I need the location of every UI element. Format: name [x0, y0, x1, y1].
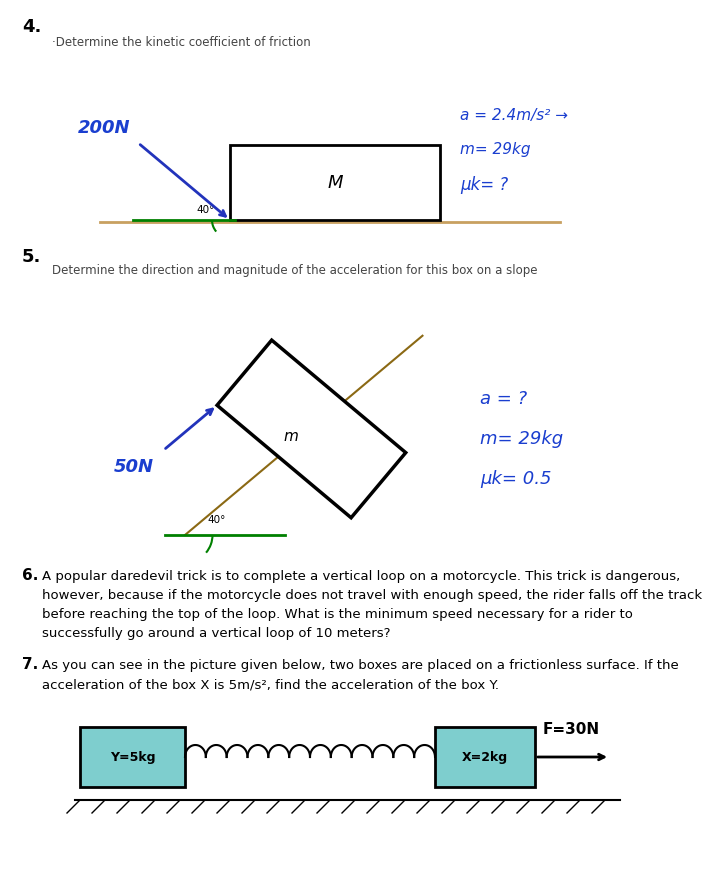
Text: however, because if the motorcycle does not travel with enough speed, the rider : however, because if the motorcycle does … — [42, 589, 702, 602]
Text: a = 2.4m/s² →: a = 2.4m/s² → — [460, 108, 568, 123]
Text: M: M — [328, 174, 343, 192]
Text: a = ?: a = ? — [480, 390, 527, 408]
Text: Y=5kg: Y=5kg — [109, 750, 156, 764]
Text: 6.: 6. — [22, 568, 38, 583]
Text: μk= 0.5: μk= 0.5 — [480, 470, 552, 488]
Text: Determine the direction and magnitude of the acceleration for this box on a slop: Determine the direction and magnitude of… — [52, 264, 538, 277]
Text: 7.: 7. — [22, 657, 38, 672]
Bar — [435, 727, 535, 787]
Bar — [80, 727, 185, 787]
Text: ·Determine the kinetic coefficient of friction: ·Determine the kinetic coefficient of fr… — [52, 36, 311, 49]
Text: acceleration of the box X is 5m/s², find the acceleration of the box Y.: acceleration of the box X is 5m/s², find… — [42, 678, 499, 691]
Text: As you can see in the picture given below, two boxes are placed on a frictionles: As you can see in the picture given belo… — [42, 659, 679, 672]
Text: successfully go around a vertical loop of 10 meters?: successfully go around a vertical loop o… — [42, 627, 390, 640]
Text: 40°: 40° — [197, 205, 215, 215]
Bar — [230, 145, 440, 220]
Text: 4.: 4. — [22, 18, 41, 36]
Text: X=2kg: X=2kg — [462, 750, 508, 764]
Text: 50N: 50N — [113, 458, 153, 477]
Text: μk= ?: μk= ? — [460, 176, 508, 194]
Text: F=30N: F=30N — [543, 722, 600, 737]
Text: A popular daredevil trick is to complete a vertical loop on a motorcycle. This t: A popular daredevil trick is to complete… — [42, 570, 680, 583]
Text: 5.: 5. — [22, 248, 41, 266]
Text: m= 29kg: m= 29kg — [460, 142, 531, 157]
Text: 200N: 200N — [78, 119, 130, 137]
Text: 40°: 40° — [208, 515, 226, 525]
Text: m= 29kg: m= 29kg — [480, 430, 563, 448]
Text: m: m — [284, 429, 299, 445]
Polygon shape — [217, 340, 406, 518]
Text: before reaching the top of the loop. What is the minimum speed necessary for a r: before reaching the top of the loop. Wha… — [42, 608, 633, 621]
